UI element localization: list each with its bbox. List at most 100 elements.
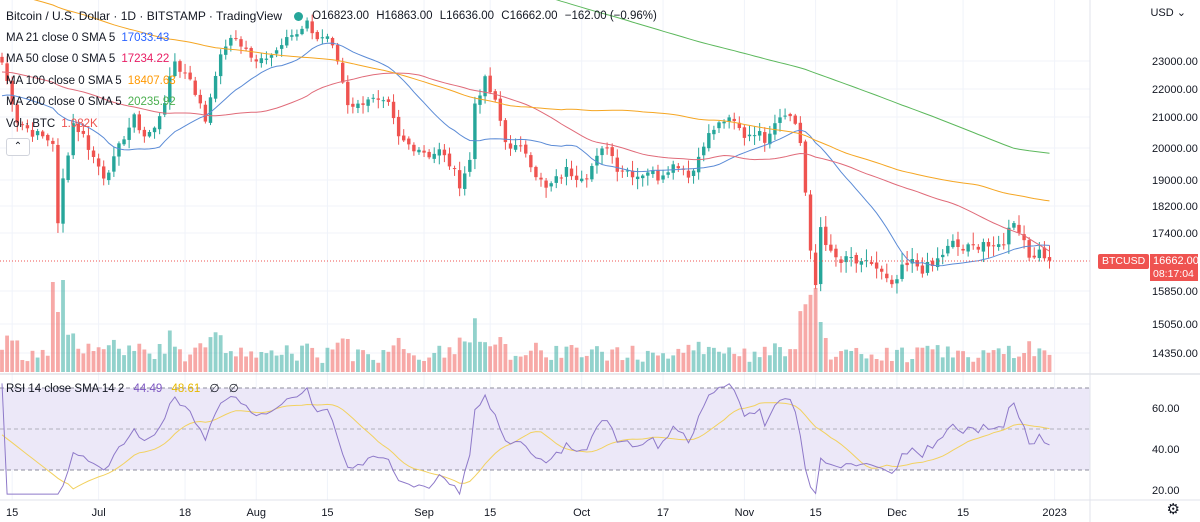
candle-body xyxy=(71,123,75,156)
ma100-legend[interactable]: MA 100 close 0 SMA 5 18407.63 xyxy=(6,71,661,93)
candle-body xyxy=(91,150,96,157)
candle-body xyxy=(676,166,681,169)
volume-bar xyxy=(823,337,828,372)
volume-legend[interactable]: Vol · BTC 1.082K xyxy=(6,114,661,136)
time-tick-label: Sep xyxy=(414,507,434,519)
volume-bar xyxy=(986,352,991,372)
candle-body xyxy=(707,133,711,149)
candle-body xyxy=(244,47,248,49)
candle-body xyxy=(513,145,518,150)
volume-bar xyxy=(167,330,172,372)
candle-body xyxy=(976,246,981,250)
candle-body xyxy=(218,54,223,77)
volume-bar xyxy=(564,346,569,372)
candle-body xyxy=(696,156,701,173)
ma200-legend[interactable]: MA 200 close 0 SMA 5 20235.92 xyxy=(6,92,661,114)
candle-body xyxy=(300,28,304,35)
volume-bar xyxy=(427,357,432,372)
candle-body xyxy=(224,46,228,55)
legend: Bitcoin / U.S. Dollar · 1D · BITSTAMP · … xyxy=(6,6,661,156)
candle-body xyxy=(554,176,558,183)
volume-bar xyxy=(910,359,915,372)
legend-title-row: Bitcoin / U.S. Dollar · 1D · BITSTAMP · … xyxy=(6,6,661,28)
settings-icon[interactable]: ⚙ xyxy=(1166,501,1180,518)
candle-body xyxy=(315,32,319,40)
volume-bar xyxy=(401,349,406,372)
candle-body xyxy=(402,135,406,141)
price-tick-label: 20000.00 xyxy=(1152,143,1198,155)
candle-body xyxy=(86,135,91,150)
volume-bar xyxy=(569,345,574,372)
collapse-legend-icon[interactable]: ⌃ xyxy=(6,138,30,156)
volume-bar xyxy=(1047,354,1052,372)
volume-bar xyxy=(600,351,604,372)
volume-bar xyxy=(940,357,945,372)
rsi-legend[interactable]: RSI 14 close SMA 14 2 44.49 48.61 ∅ ∅ xyxy=(6,381,245,395)
candle-body xyxy=(396,116,401,137)
candle-body xyxy=(132,114,136,128)
ma21-legend[interactable]: MA 21 close 0 SMA 5 17033.43 xyxy=(6,28,661,50)
candle-body xyxy=(646,172,650,176)
volume-bar xyxy=(544,357,548,372)
price-tick-label: 14350.00 xyxy=(1152,348,1198,360)
volume-bar xyxy=(605,360,610,372)
volume-bar xyxy=(834,356,838,372)
volume-value: 1.082K xyxy=(61,117,98,130)
volume-bar xyxy=(361,350,365,372)
symbol-title[interactable]: Bitcoin / U.S. Dollar · 1D · BITSTAMP · … xyxy=(6,9,283,23)
candle-body xyxy=(813,252,818,286)
ma50-line xyxy=(1,71,1050,252)
candle-body xyxy=(544,180,548,188)
candle-body xyxy=(951,240,955,248)
volume-bar xyxy=(5,335,9,372)
volume-bar xyxy=(106,345,111,372)
time-tick-label: Nov xyxy=(735,507,755,519)
candle-body xyxy=(691,170,696,177)
volume-bar xyxy=(574,347,579,372)
volume-bar xyxy=(406,353,411,372)
volume-bar xyxy=(798,311,803,372)
volume-bar xyxy=(935,345,940,372)
volume-bar xyxy=(1032,356,1037,372)
candle-body xyxy=(208,97,213,123)
volume-bar xyxy=(188,354,193,372)
candle-body xyxy=(412,144,416,152)
volume-bar xyxy=(884,347,889,372)
currency-selector[interactable]: USD ⌄ xyxy=(1150,6,1186,19)
volume-bar xyxy=(549,359,554,372)
volume-bar xyxy=(610,349,615,372)
volume-bar xyxy=(10,340,15,372)
candle-body xyxy=(305,20,309,29)
market-status-icon[interactable] xyxy=(294,12,304,22)
time-tick-label: Oct xyxy=(573,507,590,519)
ma21-line xyxy=(1,42,1050,267)
candle-body xyxy=(417,149,421,153)
candle-body xyxy=(773,123,777,135)
volume-bar xyxy=(330,349,335,372)
candle-body xyxy=(371,97,375,99)
candle-body xyxy=(264,58,269,60)
volume-bar xyxy=(879,360,884,372)
volume-bar xyxy=(86,343,91,372)
volume-bar xyxy=(803,304,808,372)
volume-bar xyxy=(1006,345,1011,372)
candle-body xyxy=(788,113,792,117)
volume-bar xyxy=(905,362,910,372)
candle-body xyxy=(274,50,279,54)
volume-bar xyxy=(81,353,86,372)
candle-body xyxy=(986,241,991,247)
volume-bar xyxy=(71,333,76,372)
candle-body xyxy=(1022,234,1026,241)
volume-bar xyxy=(91,351,96,372)
candle-body xyxy=(483,76,487,97)
volume-bar xyxy=(783,356,787,372)
volume-bar xyxy=(747,361,752,372)
ma50-legend[interactable]: MA 50 close 0 SMA 5 17234.22 xyxy=(6,49,661,71)
candle-body xyxy=(854,255,858,264)
time-tick-label: 18 xyxy=(179,507,191,519)
volume-bar xyxy=(437,345,442,372)
volume-bar xyxy=(371,359,376,372)
volume-bar xyxy=(234,356,238,372)
candle-body xyxy=(1002,244,1006,246)
